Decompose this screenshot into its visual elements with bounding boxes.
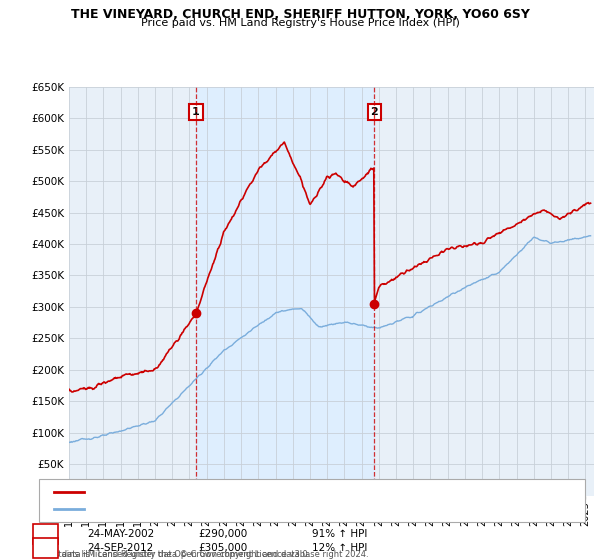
Text: THE VINEYARD, CHURCH END, SHERIFF HUTTON, YORK, YO60 6SY (detached house): THE VINEYARD, CHURCH END, SHERIFF HUTTON… (91, 487, 501, 497)
Text: 1: 1 (41, 529, 49, 539)
Bar (196, 87, 374, 496)
Text: 1: 1 (192, 107, 200, 117)
Text: 12% ↑ HPI: 12% ↑ HPI (312, 543, 367, 553)
Text: £290,000: £290,000 (198, 529, 247, 539)
Text: This data is licensed under the Open Government Licence v3.0.: This data is licensed under the Open Gov… (42, 550, 310, 559)
Text: 24-SEP-2012: 24-SEP-2012 (87, 543, 153, 553)
Text: 2: 2 (370, 107, 378, 117)
Text: THE VINEYARD, CHURCH END, SHERIFF HUTTON, YORK, YO60 6SY: THE VINEYARD, CHURCH END, SHERIFF HUTTON… (71, 8, 529, 21)
Text: Contains HM Land Registry data © Crown copyright and database right 2024.: Contains HM Land Registry data © Crown c… (42, 550, 368, 559)
Text: £305,000: £305,000 (198, 543, 247, 553)
Text: 2: 2 (41, 543, 49, 553)
Text: 91% ↑ HPI: 91% ↑ HPI (312, 529, 367, 539)
Text: Price paid vs. HM Land Registry's House Price Index (HPI): Price paid vs. HM Land Registry's House … (140, 18, 460, 29)
Text: HPI: Average price, detached house, North Yorkshire: HPI: Average price, detached house, Nort… (91, 505, 347, 515)
Text: 24-MAY-2002: 24-MAY-2002 (87, 529, 154, 539)
